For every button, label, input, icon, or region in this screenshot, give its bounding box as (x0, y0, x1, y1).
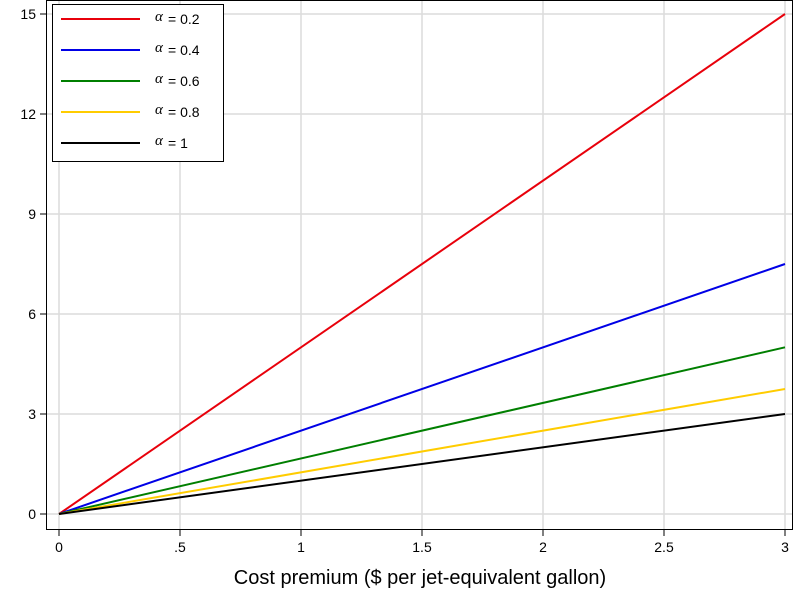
series-layer (58, 13, 786, 515)
legend-label: = 0.4 (168, 42, 200, 58)
x-tick-label: 1 (297, 539, 305, 555)
legend: α = 0.2α = 0.4α = 0.6α = 0.8α = 1 (52, 4, 224, 162)
x-tick-label: .5 (174, 539, 186, 555)
y-tick-label: 12 (20, 106, 36, 122)
series-line-1 (58, 263, 786, 515)
y-axis: 0 3 6 9 12 15 (20, 6, 46, 522)
legend-symbol: α (155, 9, 164, 25)
legend-label: = 0.8 (168, 104, 200, 120)
legend-box (52, 4, 224, 162)
series-line-2 (58, 346, 786, 515)
x-tick-label: 0 (55, 539, 63, 555)
x-tick-label: 2.5 (654, 539, 674, 555)
x-tick-label: 1.5 (412, 539, 432, 555)
x-tick-label: 3 (781, 539, 789, 555)
series-line-0 (58, 13, 786, 515)
y-tick-label: 15 (20, 6, 36, 22)
y-tick-label: 6 (28, 306, 36, 322)
legend-label: = 1 (168, 135, 188, 151)
series-line-3 (58, 388, 786, 515)
legend-label: = 0.6 (168, 73, 200, 89)
x-axis: 0 .5 1 1.5 2 2.5 3 (55, 530, 789, 555)
y-tick-label: 9 (28, 206, 36, 222)
y-tick-label: 0 (28, 506, 36, 522)
x-tick-label: 2 (539, 539, 547, 555)
legend-symbol: α (155, 102, 164, 118)
legend-symbol: α (155, 133, 164, 149)
legend-label: = 0.2 (168, 11, 200, 27)
y-tick-label: 3 (28, 406, 36, 422)
x-axis-title: Cost premium ($ per jet-equivalent gallo… (234, 567, 606, 589)
legend-symbol: α (155, 40, 164, 56)
series-line-4 (58, 413, 786, 515)
legend-symbol: α (155, 71, 164, 87)
